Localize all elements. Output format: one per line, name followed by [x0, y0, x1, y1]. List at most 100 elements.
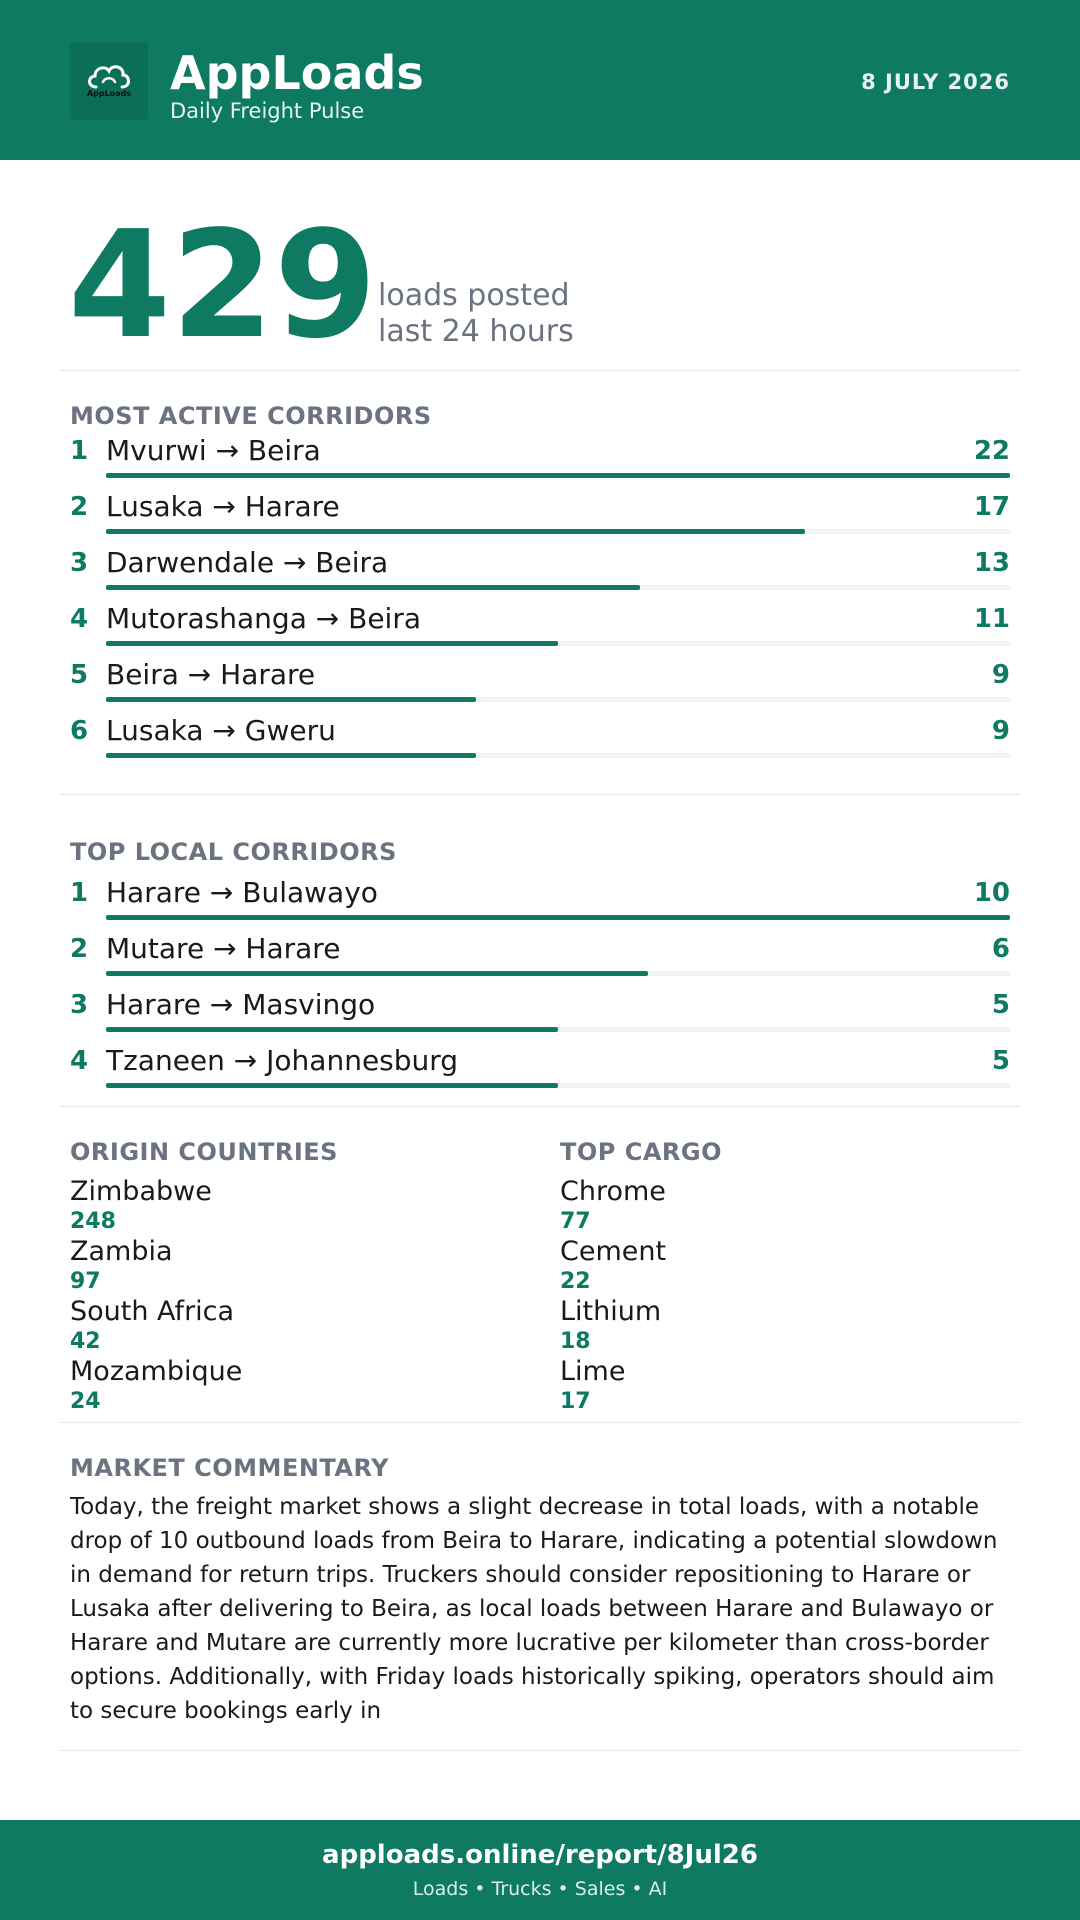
corridor-count: 17 — [973, 492, 1010, 522]
list-item-value: 24 — [70, 1389, 101, 1414]
cloud-icon — [88, 65, 130, 89]
corridor-route: Mutare → Harare — [106, 932, 341, 965]
top-cargo: TOP CARGO Chrome 77 Cement 22 Lithium 18 Lime 1… — [560, 1138, 1000, 1416]
corridor-count: 6 — [991, 934, 1010, 964]
corridor-route: Lusaka → Harare — [106, 490, 340, 523]
divider — [60, 1422, 1020, 1423]
top-cargo-title: TOP CARGO — [560, 1138, 722, 1166]
corridor-bar-fill — [106, 697, 476, 702]
corridor-bar-fill — [106, 1027, 558, 1032]
loads-caption-line2: last 24 hours — [378, 314, 574, 349]
corridor-count: 10 — [973, 878, 1010, 908]
corridor-rank: 2 — [70, 934, 89, 964]
corridor-row: 2 Mutare → Harare 6 — [70, 932, 1010, 988]
corridor-rank: 6 — [70, 716, 89, 746]
corridor-bar-track — [106, 915, 1010, 920]
corridor-rank: 3 — [70, 990, 89, 1020]
corridor-bar-fill — [106, 915, 1010, 920]
corridor-bar-fill — [106, 529, 805, 534]
list-item-value: 77 — [560, 1209, 591, 1234]
list-item-value: 97 — [70, 1269, 101, 1294]
corridor-bar-fill — [106, 473, 1010, 478]
corridor-bar-track — [106, 1083, 1010, 1088]
logo-wordmark: AppLoads — [86, 89, 132, 98]
list-item-name: Cement — [560, 1236, 667, 1267]
corridor-route: Tzaneen → Johannesburg — [106, 1044, 459, 1077]
loads-caption-line1: loads posted — [378, 278, 570, 313]
corridor-count: 5 — [991, 990, 1010, 1020]
corridor-rank: 4 — [70, 604, 89, 634]
corridor-row: 1 Harare → Bulawayo 10 — [70, 876, 1010, 932]
list-item-name: Mozambique — [70, 1356, 243, 1387]
list-item-name: Lime — [560, 1356, 626, 1387]
corridor-row: 1 Mvurwi → Beira 22 — [70, 434, 1010, 490]
corridor-row: 4 Mutorashanga → Beira 11 — [70, 602, 1010, 658]
corridor-route: Mvurwi → Beira — [106, 434, 321, 467]
list-item-name: Chrome — [560, 1176, 666, 1207]
corridor-bar-fill — [106, 971, 649, 976]
corridor-rank: 1 — [70, 878, 89, 908]
corridor-rank: 2 — [70, 492, 89, 522]
origin-countries: ORIGIN COUNTRIES Zimbabwe 248 Zambia 97 Sout… — [70, 1138, 510, 1416]
corridor-bar-track — [106, 697, 1010, 702]
corridor-route: Mutorashanga → Beira — [106, 602, 421, 635]
commentary-text: Today, the freight market shows a slight… — [70, 1494, 998, 1724]
list-item-name: Lithium — [560, 1296, 662, 1327]
header-banner: AppLoads AppLoads Daily Freight Pulse 8 … — [0, 0, 1080, 160]
corridor-bar-fill — [106, 753, 476, 758]
corridor-bar-fill — [106, 585, 641, 590]
most-active-title: MOST ACTIVE CORRIDORS — [70, 402, 432, 430]
corridor-route: Lusaka → Gweru — [106, 714, 336, 747]
corridor-bar-track — [106, 529, 1010, 534]
corridor-count: 9 — [991, 716, 1010, 746]
origin-countries-list: Zimbabwe 248 Zambia 97 South Africa 42 Mozambi… — [70, 1176, 510, 1416]
corridor-row: 2 Lusaka → Harare 17 — [70, 490, 1010, 546]
corridor-bar-track — [106, 473, 1010, 478]
list-item-value: 22 — [560, 1269, 591, 1294]
list-item-value: 17 — [560, 1389, 591, 1414]
corridor-count: 22 — [973, 436, 1010, 466]
list-item-name: Zambia — [70, 1236, 173, 1267]
report-date: 8 JULY 2026 — [861, 70, 1010, 94]
corridor-bar-track — [106, 753, 1010, 758]
corridor-row: 5 Beira → Harare 9 — [70, 658, 1010, 714]
list-item-value: 248 — [70, 1209, 116, 1234]
list-item-value: 18 — [560, 1329, 591, 1354]
divider — [60, 1750, 1020, 1751]
corridor-count: 11 — [973, 604, 1010, 634]
top-cargo-list: Chrome 77 Cement 22 Lithium 18 Lime 17 — [560, 1176, 1000, 1416]
footer-tagline: Loads • Trucks • Sales • AI — [412, 1878, 668, 1900]
corridor-row: 4 Tzaneen → Johannesburg 5 — [70, 1044, 1010, 1100]
corridor-rank: 3 — [70, 548, 89, 578]
list-item-name: South Africa — [70, 1296, 235, 1327]
corridor-rank: 5 — [70, 660, 89, 690]
origin-countries-title: ORIGIN COUNTRIES — [70, 1138, 338, 1166]
corridor-bar-track — [106, 585, 1010, 590]
corridor-route: Beira → Harare — [106, 658, 316, 691]
commentary-title: MARKET COMMENTARY — [70, 1454, 390, 1482]
corridor-row: 6 Lusaka → Gweru 9 — [70, 714, 1010, 770]
list-item-name: Zimbabwe — [70, 1176, 212, 1207]
loads-count: 429 — [68, 199, 377, 371]
corridor-bar-fill — [106, 641, 558, 646]
corridor-bar-track — [106, 971, 1010, 976]
report-link[interactable]: apploads.online/report/8Jul26 — [322, 1840, 758, 1870]
corridor-row: 3 Harare → Masvingo 5 — [70, 988, 1010, 1044]
corridor-rank: 1 — [70, 436, 89, 466]
list-item-value: 42 — [70, 1329, 101, 1354]
corridor-route: Darwendale → Beira — [106, 546, 389, 579]
footer-banner: apploads.online/report/8Jul26 Loads • Tr… — [0, 1820, 1080, 1920]
corridor-count: 5 — [991, 1046, 1010, 1076]
corridor-route: Harare → Bulawayo — [106, 876, 378, 909]
corridor-row: 3 Darwendale → Beira 13 — [70, 546, 1010, 602]
divider — [60, 794, 1020, 795]
corridor-route: Harare → Masvingo — [106, 988, 376, 1021]
divider — [60, 370, 1020, 371]
corridor-count: 13 — [973, 548, 1010, 578]
divider — [60, 1106, 1020, 1107]
corridor-count: 9 — [991, 660, 1010, 690]
corridor-rank: 4 — [70, 1046, 89, 1076]
app-logo: AppLoads — [70, 42, 148, 120]
top-local-title: TOP LOCAL CORRIDORS — [70, 838, 397, 866]
loads-caption: loads posted last 24 hours — [378, 278, 574, 350]
